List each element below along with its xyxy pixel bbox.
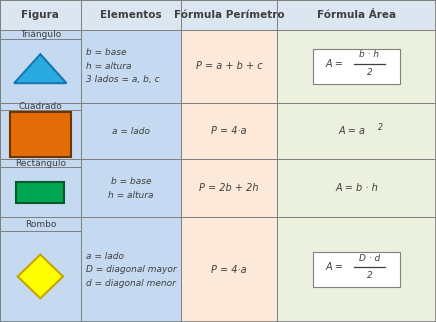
Bar [181, 103, 277, 159]
Text: b · h: b · h [359, 50, 380, 59]
Text: b = base: b = base [86, 48, 126, 57]
Text: h = altura: h = altura [86, 62, 131, 71]
Text: Fórmula Área: Fórmula Área [317, 10, 396, 20]
Bar [0, 217, 81, 322]
Text: P = a + b + c: P = a + b + c [196, 61, 262, 71]
Bar [0, 30, 81, 103]
Bar [181, 0, 277, 30]
Text: 2: 2 [367, 271, 372, 280]
Text: b = base: b = base [111, 177, 151, 186]
Polygon shape [14, 54, 66, 83]
Text: Fórmula Perímetro: Fórmula Perímetro [174, 10, 284, 20]
Bar [81, 159, 181, 217]
Bar [0, 103, 81, 159]
Bar [0, 0, 81, 30]
Text: 2: 2 [378, 123, 383, 132]
Bar [277, 30, 436, 103]
Bar [181, 159, 277, 217]
Text: Cuadrado: Cuadrado [18, 102, 62, 111]
FancyBboxPatch shape [313, 252, 400, 287]
Text: Triángulo: Triángulo [20, 30, 61, 39]
Text: a = lado: a = lado [86, 252, 124, 260]
Text: 2: 2 [367, 68, 372, 77]
Bar [277, 103, 436, 159]
Text: Rombo: Rombo [25, 220, 56, 229]
Bar [277, 0, 436, 30]
Text: d = diagonal menor: d = diagonal menor [86, 279, 176, 288]
Text: P = 4·a: P = 4·a [211, 126, 247, 136]
Bar [81, 103, 181, 159]
Text: A = a: A = a [339, 126, 365, 136]
Bar [277, 217, 436, 322]
Text: A =: A = [326, 59, 344, 69]
Bar [277, 159, 436, 217]
FancyBboxPatch shape [313, 49, 400, 84]
Bar [17, 182, 65, 203]
Text: P = 4·a: P = 4·a [211, 265, 247, 275]
Polygon shape [17, 255, 63, 298]
Text: D = diagonal mayor: D = diagonal mayor [86, 265, 177, 274]
Text: Figura: Figura [21, 10, 59, 20]
Bar [81, 217, 181, 322]
Text: D · d: D · d [359, 254, 380, 263]
Text: 3 lados = a, b, c: 3 lados = a, b, c [86, 75, 160, 84]
Bar [81, 30, 181, 103]
Text: P = 2b + 2h: P = 2b + 2h [199, 183, 259, 194]
Text: a = lado: a = lado [112, 127, 150, 136]
Text: Elementos: Elementos [100, 10, 162, 20]
Bar [10, 112, 71, 157]
Bar [181, 217, 277, 322]
Bar [181, 30, 277, 103]
Bar [0, 159, 81, 217]
Text: Rectángulo: Rectángulo [15, 159, 66, 168]
Text: h = altura: h = altura [108, 191, 153, 200]
Text: A =: A = [326, 262, 344, 272]
Bar [81, 0, 181, 30]
Text: A = b · h: A = b · h [335, 183, 378, 194]
